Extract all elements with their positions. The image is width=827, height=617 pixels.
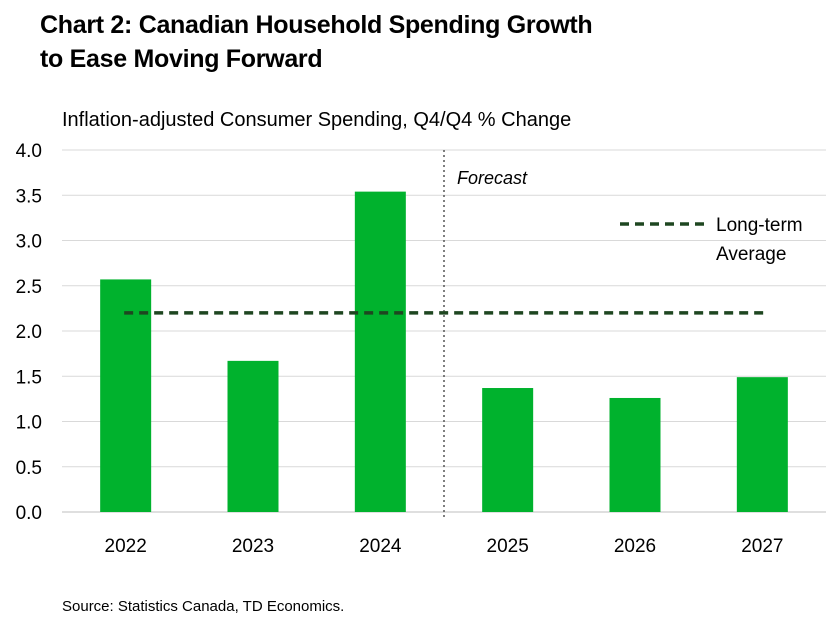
bar-2025 [482,388,534,512]
chart-title-line-2: to Ease Moving Forward [40,45,323,73]
chart-plot: Forecast Long-term Average 0.0 0.5 1.0 1.5 2… [16,141,826,557]
x-tick-label: 2025 [487,536,529,557]
x-axis-ticks: 2022 2023 2024 2025 2026 2027 [105,536,784,557]
forecast-annotation: Forecast [457,168,528,188]
y-tick-label: 3.0 [16,232,42,253]
x-tick-label: 2027 [741,536,783,557]
y-tick-label: 1.0 [16,413,42,434]
x-tick-label: 2026 [614,536,656,557]
y-axis-ticks: 0.0 0.5 1.0 1.5 2.0 2.5 3.0 3.5 4.0 [16,141,42,524]
bar-2027 [736,377,788,512]
y-tick-label: 0.5 [16,458,42,479]
bar-2024 [354,191,406,512]
bars [100,191,788,512]
chart-subtitle: Inflation-adjusted Consumer Spending, Q4… [62,109,572,131]
y-tick-label: 2.5 [16,277,42,298]
source-note: Source: Statistics Canada, TD Economics. [62,598,345,615]
x-tick-label: 2023 [232,536,274,557]
legend-label-line-1: Long-term [716,215,803,236]
bar-2023 [227,360,279,512]
y-tick-label: 2.0 [16,322,42,343]
chart-title: Chart 2: Canadian Household Spending Gro… [40,8,800,76]
bar-2022 [100,279,152,512]
x-tick-label: 2022 [105,536,147,557]
y-tick-label: 4.0 [16,141,42,162]
y-tick-label: 3.5 [16,186,42,207]
y-tick-label: 1.5 [16,367,42,388]
legend-label-line-2: Average [716,244,786,265]
x-tick-label: 2024 [359,536,402,557]
legend: Long-term Average [620,215,803,265]
chart-title-line-1: Chart 2: Canadian Household Spending Gro… [40,11,593,39]
bar-2026 [609,397,661,512]
y-tick-label: 0.0 [16,503,42,524]
